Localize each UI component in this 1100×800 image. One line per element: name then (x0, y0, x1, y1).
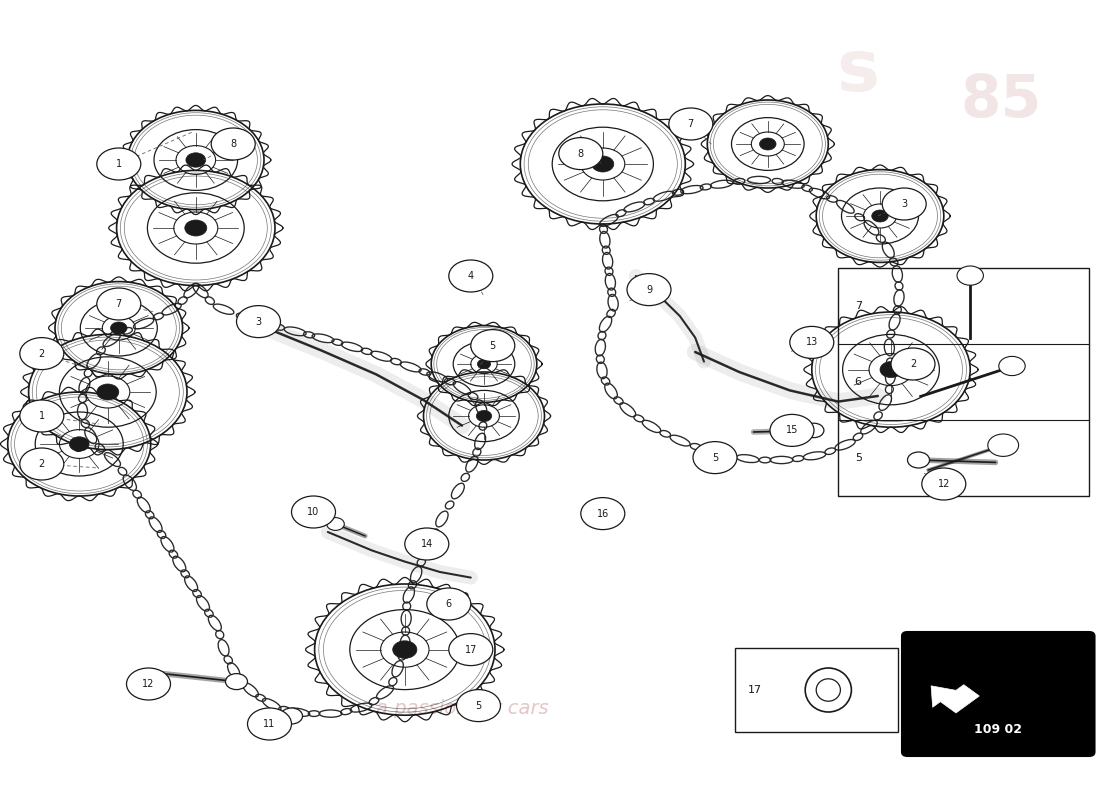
Text: 6: 6 (446, 599, 452, 609)
Circle shape (393, 641, 417, 658)
Text: 1: 1 (116, 159, 122, 169)
Text: 5: 5 (475, 701, 482, 710)
Circle shape (280, 708, 302, 724)
Circle shape (20, 338, 64, 370)
Circle shape (804, 423, 824, 438)
Circle shape (97, 384, 119, 400)
Circle shape (790, 326, 834, 358)
Text: 2: 2 (39, 459, 45, 469)
Circle shape (20, 400, 64, 432)
Circle shape (327, 518, 344, 530)
Circle shape (186, 153, 206, 167)
Circle shape (126, 668, 170, 700)
Text: 2: 2 (910, 359, 916, 369)
Circle shape (456, 690, 501, 722)
Circle shape (477, 359, 491, 369)
Text: 7: 7 (116, 299, 122, 309)
Text: 109 02: 109 02 (975, 723, 1022, 736)
Circle shape (427, 588, 471, 620)
Text: 3: 3 (901, 199, 908, 209)
Text: 8: 8 (230, 139, 236, 149)
Circle shape (880, 362, 902, 378)
Circle shape (20, 448, 64, 480)
Text: 5: 5 (712, 453, 718, 462)
Circle shape (449, 634, 493, 666)
Circle shape (922, 468, 966, 500)
Circle shape (988, 434, 1019, 456)
Circle shape (592, 156, 614, 172)
Circle shape (69, 437, 89, 451)
Text: 4: 4 (468, 271, 474, 281)
Circle shape (581, 498, 625, 530)
Circle shape (627, 274, 671, 306)
Text: 5: 5 (490, 341, 496, 350)
Text: 12: 12 (937, 479, 950, 489)
Text: 7: 7 (688, 119, 694, 129)
Circle shape (693, 442, 737, 474)
Text: 17: 17 (464, 645, 477, 654)
Text: 17: 17 (748, 685, 762, 695)
Text: 14: 14 (420, 539, 433, 549)
Circle shape (999, 357, 1025, 376)
Circle shape (759, 138, 775, 150)
Text: 3: 3 (255, 317, 262, 326)
Text: 12: 12 (142, 679, 155, 689)
Circle shape (236, 306, 280, 338)
Text: s: s (836, 38, 880, 106)
Text: 16: 16 (596, 509, 609, 518)
Text: 5: 5 (855, 453, 861, 463)
Circle shape (211, 128, 255, 160)
Circle shape (97, 148, 141, 180)
Text: 1: 1 (39, 411, 45, 421)
Circle shape (449, 260, 493, 292)
Circle shape (957, 266, 983, 286)
Polygon shape (931, 685, 979, 713)
Circle shape (882, 188, 926, 220)
Circle shape (292, 496, 336, 528)
FancyBboxPatch shape (902, 632, 1094, 756)
Circle shape (669, 108, 713, 140)
Text: 11: 11 (263, 719, 276, 729)
Text: 9: 9 (646, 285, 652, 294)
Circle shape (110, 322, 126, 334)
Circle shape (226, 674, 248, 690)
Text: 8: 8 (578, 149, 584, 158)
Circle shape (471, 330, 515, 362)
Circle shape (405, 528, 449, 560)
Text: 7: 7 (855, 301, 861, 311)
Circle shape (770, 414, 814, 446)
Text: a passion for cars: a passion for cars (376, 698, 548, 718)
Text: 85: 85 (960, 71, 1042, 129)
Circle shape (476, 410, 492, 422)
Circle shape (559, 138, 603, 170)
Circle shape (891, 348, 935, 380)
Circle shape (97, 288, 141, 320)
Circle shape (248, 708, 292, 740)
Circle shape (871, 210, 889, 222)
Circle shape (185, 220, 207, 236)
Text: 13: 13 (805, 338, 818, 347)
Ellipse shape (816, 678, 840, 701)
Circle shape (908, 452, 930, 468)
Text: 6: 6 (855, 377, 861, 387)
Text: 15: 15 (785, 426, 799, 435)
Text: 10: 10 (307, 507, 320, 517)
Text: 2: 2 (39, 349, 45, 358)
